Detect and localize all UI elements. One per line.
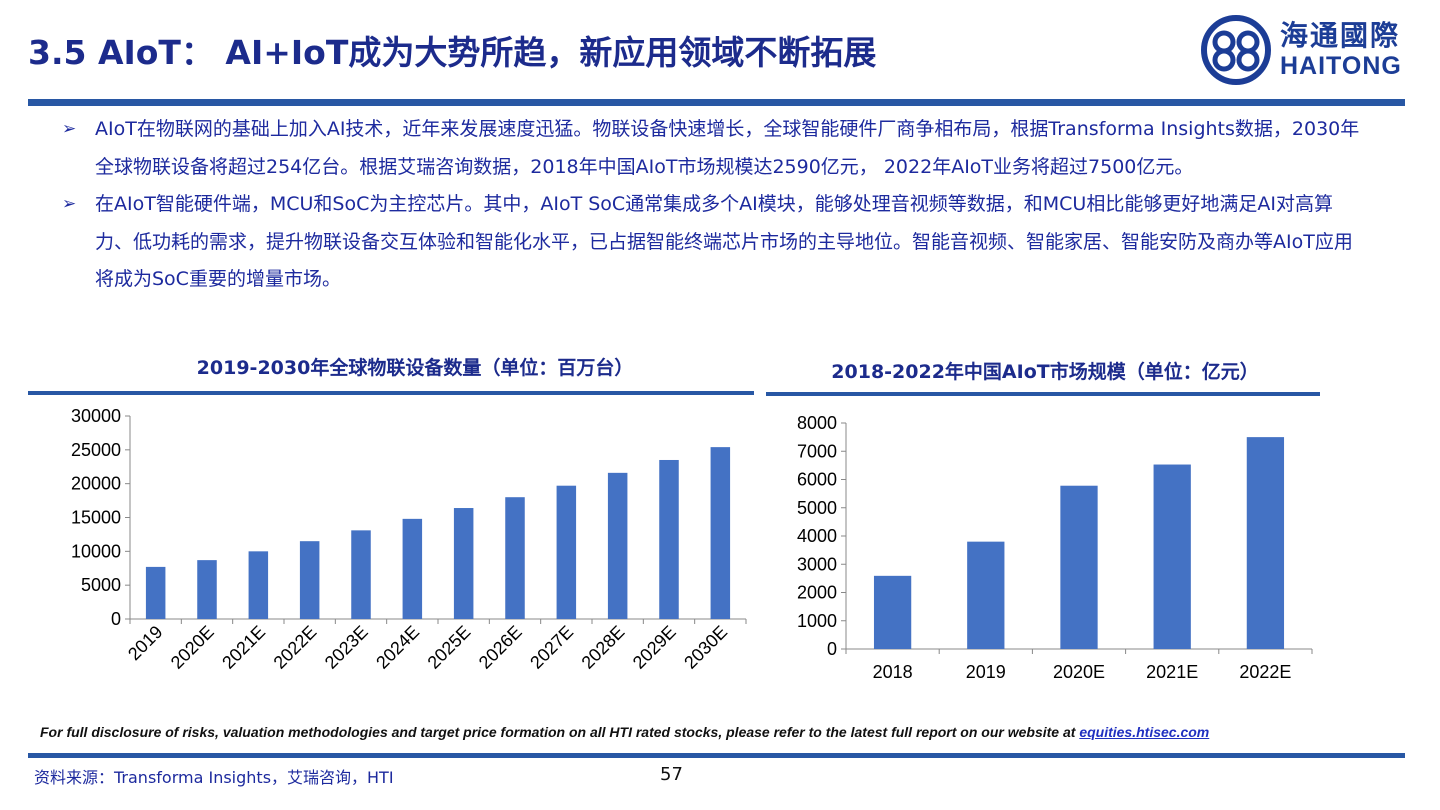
logo-english-text: HAITONG — [1280, 52, 1402, 80]
bar — [1153, 464, 1191, 649]
page-title: 3.5 AIoT： AI+IoT成为大势所趋，新应用领域不断拓展 — [28, 33, 877, 72]
y-tick-label: 6000 — [797, 470, 837, 490]
bar — [145, 566, 166, 619]
website-link[interactable]: equities.htisec.com — [1079, 724, 1210, 740]
x-tick-label: 2025E — [424, 622, 475, 673]
bar — [351, 530, 371, 619]
x-tick-label: 2019 — [124, 622, 166, 664]
x-tick-label: 2018 — [873, 662, 913, 682]
bar — [873, 575, 912, 649]
bar — [299, 541, 320, 619]
x-tick-label: 2029E — [629, 622, 680, 673]
bullet-text: AIoT在物联网的基础上加入AI技术，近年来发展速度迅猛。物联设备快速增长，全球… — [95, 118, 1360, 178]
x-tick-label: 2026E — [475, 622, 526, 673]
x-tick-label: 2027E — [526, 622, 577, 673]
y-tick-label: 1000 — [797, 611, 837, 631]
page-number: 57 — [660, 764, 683, 785]
y-tick-label: 5000 — [81, 575, 121, 595]
x-tick-label: 2021E — [218, 622, 269, 673]
x-tick-label: 2030E — [680, 622, 731, 673]
chart2-title-rule — [766, 392, 1320, 396]
bar — [402, 518, 423, 619]
bar — [248, 551, 269, 619]
bar — [453, 508, 474, 619]
haitong-logo: 海通國際 HAITONG — [1200, 14, 1410, 86]
x-tick-label: 2022E — [270, 622, 321, 673]
bar — [710, 447, 731, 619]
y-tick-label: 3000 — [797, 554, 837, 574]
x-tick-label: 2021E — [1146, 662, 1198, 682]
disclaimer: For full disclosure of risks, valuation … — [40, 724, 1209, 740]
x-tick-label: 2024E — [372, 622, 423, 673]
y-tick-label: 10000 — [71, 541, 121, 561]
y-tick-label: 0 — [827, 639, 837, 659]
y-tick-label: 20000 — [71, 474, 121, 494]
source-note: 资料来源：Transforma Insights，艾瑞咨询，HTI — [34, 768, 394, 787]
haitong-emblem-icon — [1201, 15, 1271, 85]
chart1-title-rule — [28, 391, 754, 395]
y-tick-label: 0 — [111, 609, 121, 629]
y-tick-label: 2000 — [797, 583, 837, 603]
x-tick-label: 2028E — [578, 622, 629, 673]
y-tick-label: 15000 — [71, 508, 121, 528]
aiot-market-chart: 0 1000 2000 3000 4000 5000 6000 7000 8000 2018 201… — [797, 413, 1313, 682]
disclaimer-text: For full disclosure of risks, valuation … — [40, 724, 1080, 740]
bullet-list: ➢ AIoT在物联网的基础上加入AI技术，近年来发展速度迅猛。物联设备快速增长，… — [62, 111, 1362, 299]
bar — [556, 485, 577, 619]
chart2-title: 2018-2022年中国AIoT市场规模（单位：亿元） — [831, 361, 1259, 383]
x-tick-label: 2020E — [1053, 662, 1105, 682]
y-tick-label: 30000 — [71, 406, 121, 426]
bar — [197, 560, 217, 619]
bullet-item: ➢ 在AIoT智能硬件端，MCU和SoC为主控芯片。其中，AIoT SoC通常集… — [62, 186, 1362, 299]
bar — [659, 459, 679, 619]
y-tick-label: 25000 — [71, 440, 121, 460]
y-tick-label: 7000 — [797, 441, 837, 461]
bar — [1060, 485, 1098, 649]
x-tick-label: 2023E — [321, 622, 372, 673]
y-tick-label: 8000 — [797, 413, 837, 433]
arrow-bullet-icon: ➢ — [62, 119, 77, 139]
bar — [607, 472, 628, 619]
bar — [505, 497, 525, 619]
x-tick-label: 2019 — [966, 662, 1006, 682]
bar — [1246, 437, 1285, 649]
chart1-title: 2019-2030年全球物联设备数量（单位：百万台） — [196, 357, 634, 379]
y-tick-label: 5000 — [797, 498, 837, 518]
bullet-item: ➢ AIoT在物联网的基础上加入AI技术，近年来发展速度迅猛。物联设备快速增长，… — [62, 111, 1362, 186]
header-divider — [28, 99, 1405, 106]
bullet-text: 在AIoT智能硬件端，MCU和SoC为主控芯片。其中，AIoT SoC通常集成多… — [95, 193, 1353, 290]
x-tick-label: 2020E — [167, 622, 218, 673]
arrow-bullet-icon: ➢ — [62, 194, 77, 214]
logo-chinese-text: 海通國際 — [1280, 19, 1401, 52]
y-tick-label: 4000 — [797, 526, 837, 546]
x-tick-label: 2022E — [1239, 662, 1291, 682]
footer-divider — [28, 753, 1405, 758]
bar — [967, 541, 1005, 649]
